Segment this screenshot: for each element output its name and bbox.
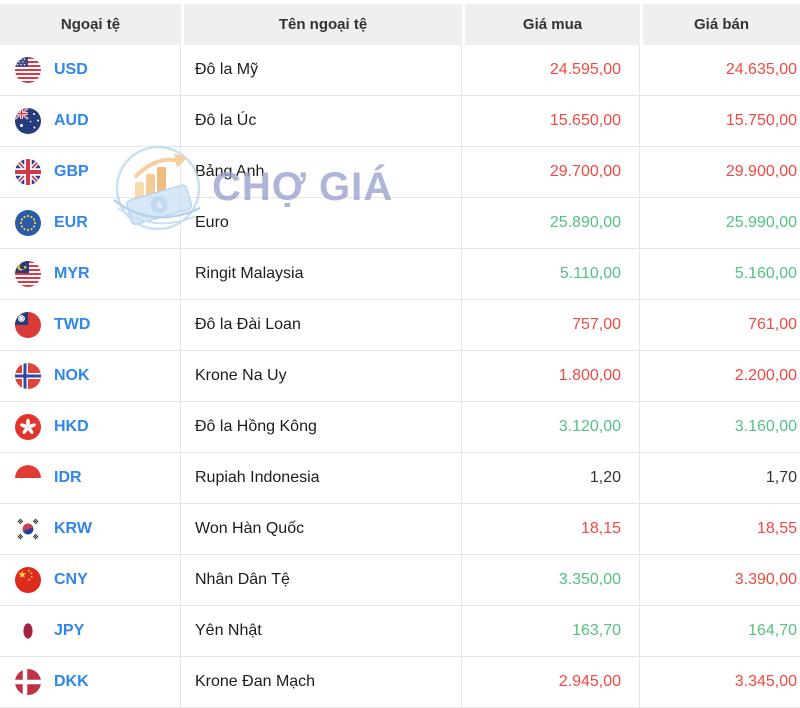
currency-code-link[interactable]: HKD [54, 418, 89, 435]
sell-price: 164,70 [640, 606, 800, 657]
jp-flag [15, 618, 41, 644]
sell-price: 15.750,00 [640, 96, 800, 147]
eu-flag [15, 210, 41, 236]
sell-price: 29.900,00 [640, 147, 800, 198]
sell-price: 3.160,00 [640, 402, 800, 453]
currency-code-link[interactable]: IDR [54, 469, 82, 486]
currency-cell: CNY [0, 555, 181, 606]
table-row: CNY Nhân Dân Tệ 3.350,00 3.390,00 [0, 555, 800, 606]
currency-cell: NOK [0, 351, 181, 402]
currency-cell: HKD [0, 402, 181, 453]
currency-name: Bảng Anh [181, 147, 462, 198]
sell-price: 18,55 [640, 504, 800, 555]
currency-code-link[interactable]: KRW [54, 520, 92, 537]
exchange-rate-table: Ngoại tệ Tên ngoại tệ Giá mua Giá bán US… [0, 4, 800, 708]
table-row: GBP Bảng Anh 29.700,00 29.900,00 [0, 147, 800, 198]
currency-code-link[interactable]: MYR [54, 265, 90, 282]
currency-cell: JPY [0, 606, 181, 657]
currency-code-link[interactable]: DKK [54, 673, 89, 690]
table-header: Ngoại tệ Tên ngoại tệ Giá mua Giá bán [0, 4, 800, 45]
kr-flag [15, 516, 41, 542]
buy-price: 15.650,00 [462, 96, 640, 147]
table-row: HKD Đô la Hồng Kông 3.120,00 3.160,00 [0, 402, 800, 453]
buy-price: 29.700,00 [462, 147, 640, 198]
currency-name: Won Hàn Quốc [181, 504, 462, 555]
currency-cell: TWD [0, 300, 181, 351]
buy-price: 3.350,00 [462, 555, 640, 606]
id-flag [15, 465, 41, 491]
buy-price: 18,15 [462, 504, 640, 555]
currency-code-link[interactable]: AUD [54, 112, 89, 129]
currency-cell: IDR [0, 453, 181, 504]
sell-price: 5.160,00 [640, 249, 800, 300]
currency-code-link[interactable]: CNY [54, 571, 88, 588]
sell-price: 24.635,00 [640, 45, 800, 96]
sell-price: 3.390,00 [640, 555, 800, 606]
currency-code-link[interactable]: NOK [54, 367, 90, 384]
currency-cell: EUR [0, 198, 181, 249]
buy-price: 1.800,00 [462, 351, 640, 402]
dk-flag [15, 669, 41, 695]
table-row: AUD Đô la Úc 15.650,00 15.750,00 [0, 96, 800, 147]
currency-name: Nhân Dân Tệ [181, 555, 462, 606]
buy-price: 1,20 [462, 453, 640, 504]
currency-name: Đô la Hồng Kông [181, 402, 462, 453]
gb-flag [15, 159, 41, 185]
currency-cell: MYR [0, 249, 181, 300]
currency-cell: GBP [0, 147, 181, 198]
currency-name: Krone Na Uy [181, 351, 462, 402]
currency-name: Đô la Đài Loan [181, 300, 462, 351]
buy-price: 25.890,00 [462, 198, 640, 249]
currency-name: Đô la Úc [181, 96, 462, 147]
currency-name: Rupiah Indonesia [181, 453, 462, 504]
sell-price: 1,70 [640, 453, 800, 504]
table-row: USD Đô la Mỹ 24.595,00 24.635,00 [0, 45, 800, 96]
currency-name: Ringit Malaysia [181, 249, 462, 300]
buy-price: 5.110,00 [462, 249, 640, 300]
hk-flag [15, 414, 41, 440]
column-header-name: Tên ngoại tệ [181, 4, 462, 45]
currency-cell: AUD [0, 96, 181, 147]
buy-price: 757,00 [462, 300, 640, 351]
au-flag [15, 108, 41, 134]
currency-name: Đô la Mỹ [181, 45, 462, 96]
currency-code-link[interactable]: EUR [54, 214, 88, 231]
table-row: IDR Rupiah Indonesia 1,20 1,70 [0, 453, 800, 504]
us-flag [15, 57, 41, 83]
table-row: KRW Won Hàn Quốc 18,15 18,55 [0, 504, 800, 555]
table-row: TWD Đô la Đài Loan 757,00 761,00 [0, 300, 800, 351]
sell-price: 2.200,00 [640, 351, 800, 402]
table-row: EUR Euro 25.890,00 25.990,00 [0, 198, 800, 249]
sell-price: 25.990,00 [640, 198, 800, 249]
table-row: MYR Ringit Malaysia 5.110,00 5.160,00 [0, 249, 800, 300]
currency-name: Yên Nhật [181, 606, 462, 657]
currency-code-link[interactable]: JPY [54, 622, 85, 639]
table-row: JPY Yên Nhật 163,70 164,70 [0, 606, 800, 657]
currency-cell: USD [0, 45, 181, 96]
currency-name: Euro [181, 198, 462, 249]
buy-price: 3.120,00 [462, 402, 640, 453]
currency-code-link[interactable]: USD [54, 61, 88, 78]
currency-cell: KRW [0, 504, 181, 555]
no-flag [15, 363, 41, 389]
table-row: NOK Krone Na Uy 1.800,00 2.200,00 [0, 351, 800, 402]
currency-code-link[interactable]: TWD [54, 316, 91, 333]
buy-price: 24.595,00 [462, 45, 640, 96]
cn-flag [15, 567, 41, 593]
column-header-currency: Ngoại tệ [0, 4, 181, 45]
column-header-buy: Giá mua [462, 4, 640, 45]
tw-flag [15, 312, 41, 338]
sell-price: 761,00 [640, 300, 800, 351]
my-flag [15, 261, 41, 287]
currency-code-link[interactable]: GBP [54, 163, 89, 180]
buy-price: 163,70 [462, 606, 640, 657]
column-header-sell: Giá bán [640, 4, 800, 45]
